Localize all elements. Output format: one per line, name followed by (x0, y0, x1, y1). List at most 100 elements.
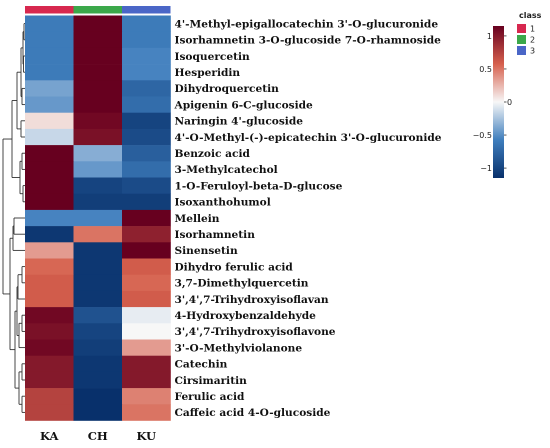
row-label: Catechin (175, 359, 228, 371)
heatmap-cell (122, 258, 171, 275)
heatmap-cell (25, 226, 74, 243)
heatmap-cell (122, 47, 171, 65)
scale-tick-label: 1 (487, 32, 492, 41)
row-label: Isorhamnetin 3-O-glucoside 7-O-rhamnosid… (175, 35, 442, 47)
row-label: Dihydroquercetin (175, 83, 280, 95)
heatmap-cell (122, 355, 171, 373)
heatmap-cell (73, 31, 123, 49)
heatmap-cell (73, 96, 123, 113)
heatmap-cell (25, 80, 74, 97)
row-label: 3'-O-Methylviolanone (175, 342, 303, 354)
class-legend: class 1 2 3 (517, 11, 542, 56)
heatmap-cell (73, 307, 123, 324)
heatmap-cells (25, 15, 171, 421)
heatmap-cell (73, 388, 123, 405)
heatmap-cell (122, 307, 171, 324)
heatmap-cell (122, 96, 171, 113)
heatmap-cell (122, 371, 171, 389)
heatmap-cell (122, 226, 171, 243)
heatmap-cell (25, 193, 74, 211)
row-label: Apigenin 6-C-glucoside (174, 99, 314, 111)
heatmap-cell (25, 371, 74, 389)
heatmap-cell (73, 226, 123, 243)
heatmap-cell (73, 193, 123, 211)
row-label: Hesperidin (175, 67, 241, 79)
heatmap-cell (122, 242, 171, 259)
column-label-ch: CH (88, 429, 108, 443)
column-labels: KA CH KU (40, 429, 156, 443)
class-bar-ch (73, 6, 122, 14)
row-label: Ferulic acid (175, 391, 245, 403)
row-label: Sinensetin (175, 245, 238, 257)
heatmap-cell (25, 128, 74, 146)
heatmap-cell (73, 112, 123, 130)
heatmap-cell (122, 193, 171, 211)
row-label: Isoquercetin (175, 51, 251, 63)
scale-tick-label: −0.5 (473, 131, 492, 140)
row-label: 3',4',7-Trihydroxyisoflavone (175, 326, 336, 338)
column-label-ka: KA (40, 429, 60, 443)
class-legend-title: class (519, 11, 542, 20)
heatmap-cell (122, 15, 171, 32)
heatmap-cell (73, 290, 123, 308)
class-bar-ka (25, 6, 74, 14)
row-label: Isoxanthohumol (175, 197, 271, 209)
heatmap-cell (122, 64, 171, 81)
heatmap-cell (25, 258, 74, 275)
heatmap-cell (25, 96, 74, 113)
heatmap-cell (73, 145, 123, 162)
row-label: 3-Methylcatechol (175, 164, 278, 176)
heatmap-cell (73, 274, 123, 292)
heatmap-cell (73, 161, 123, 178)
heatmap-cell (73, 355, 123, 373)
heatmap-cell (122, 388, 171, 405)
column-label-ku: KU (136, 429, 156, 443)
heatmap-cell (25, 145, 74, 162)
heatmap-cell (122, 323, 171, 340)
row-label: 4-Hydroxybenzaldehyde (175, 310, 317, 322)
heatmap-cell (73, 80, 123, 97)
class-legend-swatch-1 (517, 24, 526, 33)
heatmap-cell (25, 31, 74, 49)
heatmap-cell (25, 161, 74, 178)
heatmap-cell (122, 290, 171, 308)
row-label: Cirsimaritin (175, 375, 248, 387)
heatmap-cell (73, 404, 123, 421)
heatmap-cell (25, 209, 74, 227)
heatmap-cell (25, 274, 74, 292)
class-bar-ku (122, 6, 171, 14)
heatmap-cell (25, 388, 74, 405)
row-label: 1-O-Feruloyl-beta-D-glucose (175, 180, 343, 192)
column-class-bar (25, 6, 171, 14)
class-legend-swatch-2 (517, 35, 526, 44)
heatmap-cell (73, 64, 123, 81)
heatmap-cell (73, 47, 123, 65)
heatmap-cell (122, 31, 171, 49)
row-label: Benzoic acid (175, 148, 251, 160)
row-dendrogram (2, 23, 25, 413)
heatmap-cell (73, 15, 123, 32)
heatmap-cell (25, 47, 74, 65)
heatmap-cell (25, 15, 74, 32)
color-scale-bar (493, 26, 504, 178)
heatmap-cell (25, 290, 74, 308)
heatmap-cell (73, 128, 123, 146)
heatmap-cell (73, 242, 123, 259)
row-labels: 4'-Methyl-epigallocatechin 3'-O-glucuron… (174, 18, 442, 419)
class-legend-label: 2 (530, 36, 535, 45)
heatmap-cell (122, 128, 171, 146)
heatmap-cell (122, 209, 171, 227)
heatmap-cell (122, 404, 171, 421)
heatmap-cell (73, 258, 123, 275)
scale-tick-label: 0 (507, 98, 512, 107)
row-label: Naringin 4'-glucoside (175, 116, 304, 128)
heatmap-cell (73, 209, 123, 227)
heatmap-cell (25, 242, 74, 259)
scale-tick-label: −1 (480, 164, 492, 173)
row-label: Dihydro ferulic acid (175, 261, 294, 273)
heatmap-cell (25, 339, 74, 356)
class-legend-label: 1 (530, 25, 535, 34)
row-label: 3,7-Dimethylquercetin (175, 278, 309, 290)
heatmap-cell (122, 274, 171, 292)
heatmap-cell (73, 339, 123, 356)
